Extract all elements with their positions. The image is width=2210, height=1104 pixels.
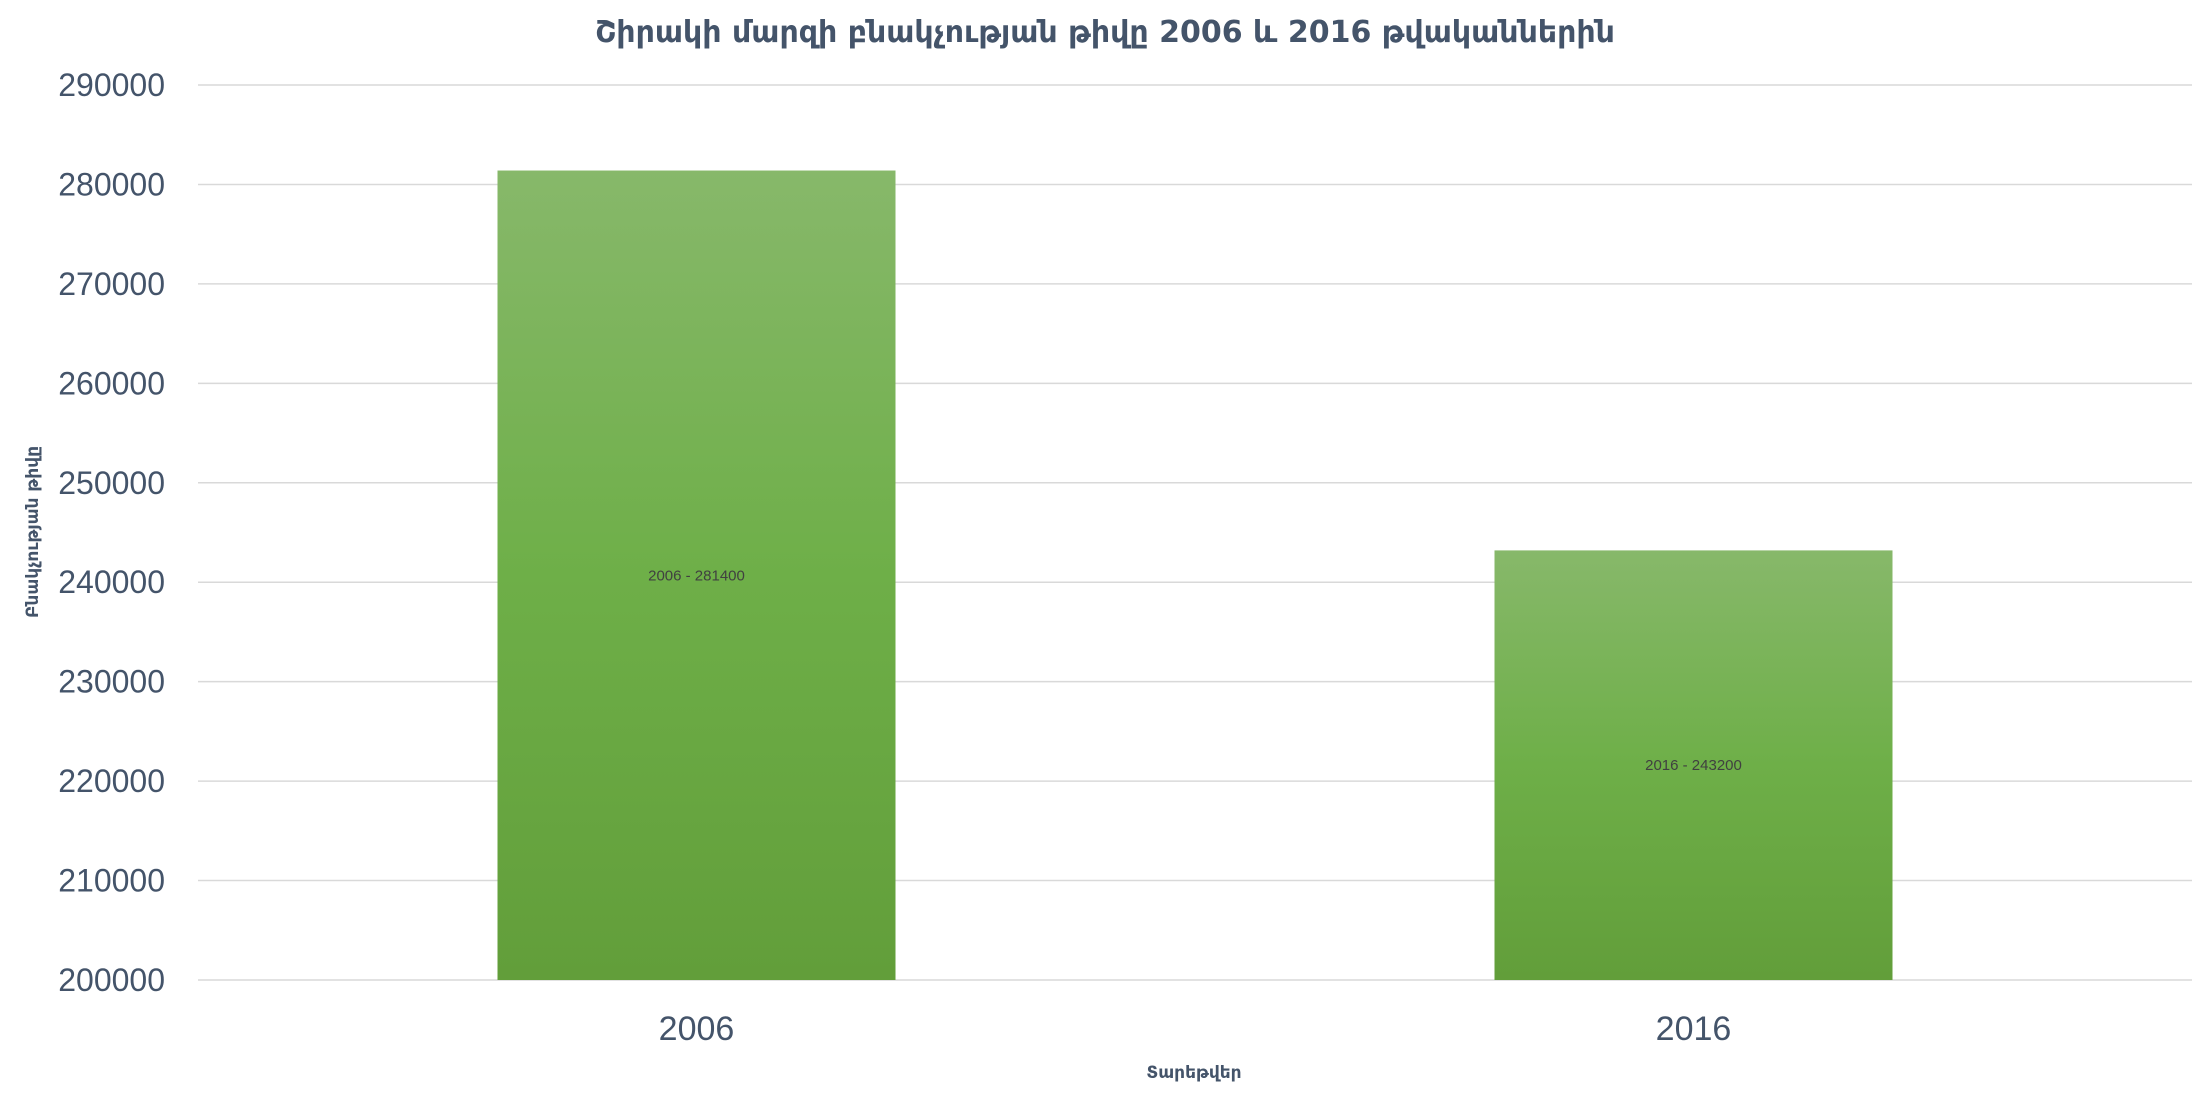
data-label-2006: 2006 - 281400 — [648, 567, 745, 584]
y-tick-label: 230000 — [58, 664, 165, 700]
x-axis-ticks: 2006 2016 — [659, 1010, 1732, 1048]
bar-2016 — [1494, 550, 1893, 980]
data-label-2016: 2016 - 243200 — [1645, 757, 1742, 774]
y-tick-label: 280000 — [58, 166, 165, 202]
y-tick-label: 290000 — [58, 67, 165, 103]
gridlines — [198, 84, 2192, 981]
bar-2006 — [497, 170, 896, 980]
data-labels: 2006 - 281400 2016 - 243200 — [648, 567, 1742, 774]
bars — [497, 170, 1893, 980]
y-tick-label: 200000 — [58, 962, 165, 998]
y-tick-label: 220000 — [58, 763, 165, 799]
y-axis-label: Բնակչության թիվը — [23, 446, 43, 618]
chart-title: Շիրակի մարզի բնակչության թիվը 2006 և 201… — [595, 15, 1615, 50]
x-axis-label: Տարեթվեր — [1146, 1063, 1241, 1083]
y-tick-label: 260000 — [58, 365, 165, 401]
y-tick-label: 240000 — [58, 564, 165, 600]
x-tick-label: 2016 — [1656, 1010, 1732, 1048]
y-tick-label: 250000 — [58, 465, 165, 501]
x-tick-label: 2006 — [659, 1010, 735, 1048]
y-axis-ticks: 200000 210000 220000 230000 240000 250000 2600… — [58, 67, 165, 998]
y-tick-label: 210000 — [58, 863, 165, 899]
y-tick-label: 270000 — [58, 266, 165, 302]
